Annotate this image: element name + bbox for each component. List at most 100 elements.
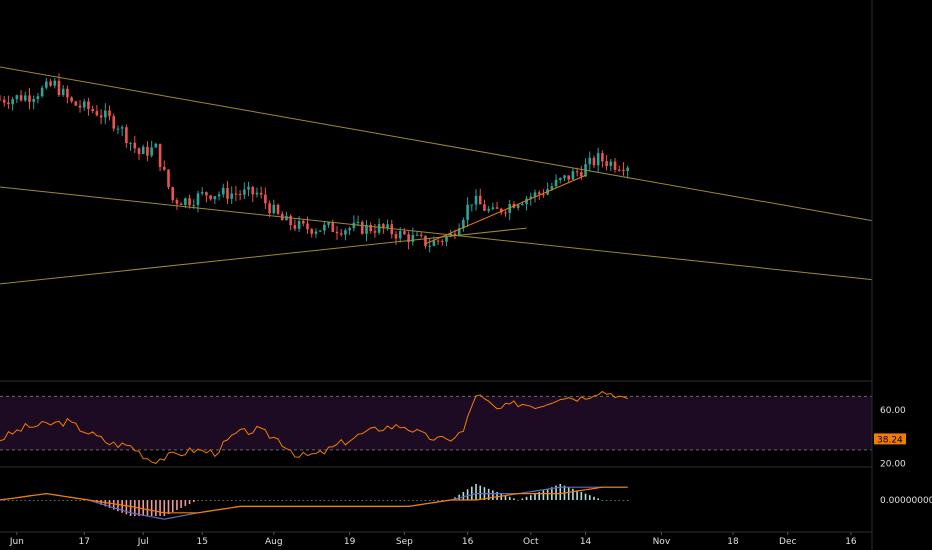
candle[interactable]: [120, 127, 124, 129]
candle[interactable]: [348, 228, 351, 231]
candle[interactable]: [613, 161, 617, 170]
candle[interactable]: [15, 95, 19, 100]
candle[interactable]: [592, 157, 596, 166]
rising-trendline[interactable]: [0, 227, 527, 290]
candle[interactable]: [306, 223, 309, 230]
candle[interactable]: [293, 225, 297, 229]
candle[interactable]: [217, 194, 221, 197]
candle[interactable]: [327, 222, 330, 225]
candle[interactable]: [626, 167, 629, 171]
candle[interactable]: [550, 186, 554, 190]
macd-line[interactable]: [0, 486, 628, 520]
candle[interactable]: [470, 204, 474, 206]
candle[interactable]: [243, 189, 246, 195]
candle[interactable]: [403, 231, 406, 235]
rsi-line[interactable]: [0, 390, 628, 464]
candle[interactable]: [558, 178, 562, 180]
candle[interactable]: [87, 101, 90, 110]
candle[interactable]: [238, 194, 242, 196]
candle[interactable]: [251, 186, 255, 195]
candle[interactable]: [247, 186, 250, 190]
candle[interactable]: [125, 127, 128, 144]
candle[interactable]: [129, 142, 132, 144]
candle[interactable]: [462, 219, 465, 229]
candle[interactable]: [369, 224, 373, 232]
candle[interactable]: [563, 175, 566, 179]
candle[interactable]: [112, 116, 116, 129]
candle[interactable]: [213, 196, 217, 200]
candle[interactable]: [276, 204, 280, 214]
candle[interactable]: [95, 111, 99, 116]
candle[interactable]: [179, 203, 183, 205]
candle[interactable]: [188, 198, 191, 206]
candle[interactable]: [196, 193, 200, 206]
candle[interactable]: [499, 208, 503, 213]
candle[interactable]: [335, 231, 339, 234]
candle[interactable]: [171, 187, 175, 201]
candle[interactable]: [411, 234, 415, 243]
candle[interactable]: [0, 99, 2, 101]
candle[interactable]: [318, 230, 322, 232]
candle[interactable]: [466, 204, 469, 220]
candle[interactable]: [255, 192, 259, 195]
candle[interactable]: [23, 95, 27, 101]
candle[interactable]: [537, 192, 541, 194]
candle[interactable]: [617, 169, 621, 171]
candle[interactable]: [268, 203, 271, 214]
candle[interactable]: [221, 187, 225, 195]
candle[interactable]: [70, 97, 73, 102]
candle[interactable]: [373, 231, 377, 233]
candle[interactable]: [390, 224, 394, 235]
candle[interactable]: [200, 192, 204, 194]
candle[interactable]: [533, 192, 537, 197]
candle[interactable]: [424, 235, 427, 246]
candle[interactable]: [146, 146, 149, 156]
candle[interactable]: [428, 245, 431, 247]
candle[interactable]: [323, 224, 326, 231]
candle[interactable]: [382, 224, 385, 229]
candle[interactable]: [567, 175, 570, 180]
price-pane[interactable]: [0, 0, 873, 290]
candle[interactable]: [158, 143, 162, 168]
candle[interactable]: [289, 215, 292, 226]
candle[interactable]: [82, 101, 86, 108]
candle[interactable]: [529, 196, 533, 199]
macd-pane[interactable]: [0, 484, 629, 520]
candle[interactable]: [571, 171, 575, 180]
candle[interactable]: [297, 220, 301, 229]
candle[interactable]: [162, 167, 166, 170]
candle[interactable]: [108, 110, 111, 117]
candle[interactable]: [314, 231, 318, 234]
candle[interactable]: [407, 234, 410, 243]
candle[interactable]: [234, 193, 238, 195]
candle[interactable]: [28, 95, 31, 102]
candle[interactable]: [483, 204, 486, 211]
candle[interactable]: [504, 212, 507, 214]
candle[interactable]: [436, 240, 440, 242]
candle[interactable]: [365, 224, 368, 234]
candle[interactable]: [575, 171, 579, 173]
candle[interactable]: [445, 236, 448, 242]
candle[interactable]: [184, 198, 187, 205]
candle[interactable]: [521, 203, 524, 205]
candle[interactable]: [432, 240, 436, 246]
candle[interactable]: [7, 102, 10, 105]
candle[interactable]: [99, 115, 103, 118]
candle[interactable]: [588, 157, 592, 165]
candle[interactable]: [622, 169, 625, 171]
candle[interactable]: [487, 209, 490, 211]
candle[interactable]: [339, 233, 343, 235]
candle[interactable]: [360, 221, 364, 234]
candle[interactable]: [2, 99, 6, 103]
candle[interactable]: [91, 109, 94, 112]
candle[interactable]: [453, 233, 457, 236]
candle[interactable]: [259, 192, 263, 195]
candle[interactable]: [601, 153, 604, 162]
upper-trendline[interactable]: [0, 57, 873, 222]
candle[interactable]: [57, 80, 61, 96]
candle[interactable]: [542, 193, 545, 195]
candle[interactable]: [580, 172, 583, 177]
candle[interactable]: [78, 105, 82, 108]
candle[interactable]: [508, 204, 512, 213]
